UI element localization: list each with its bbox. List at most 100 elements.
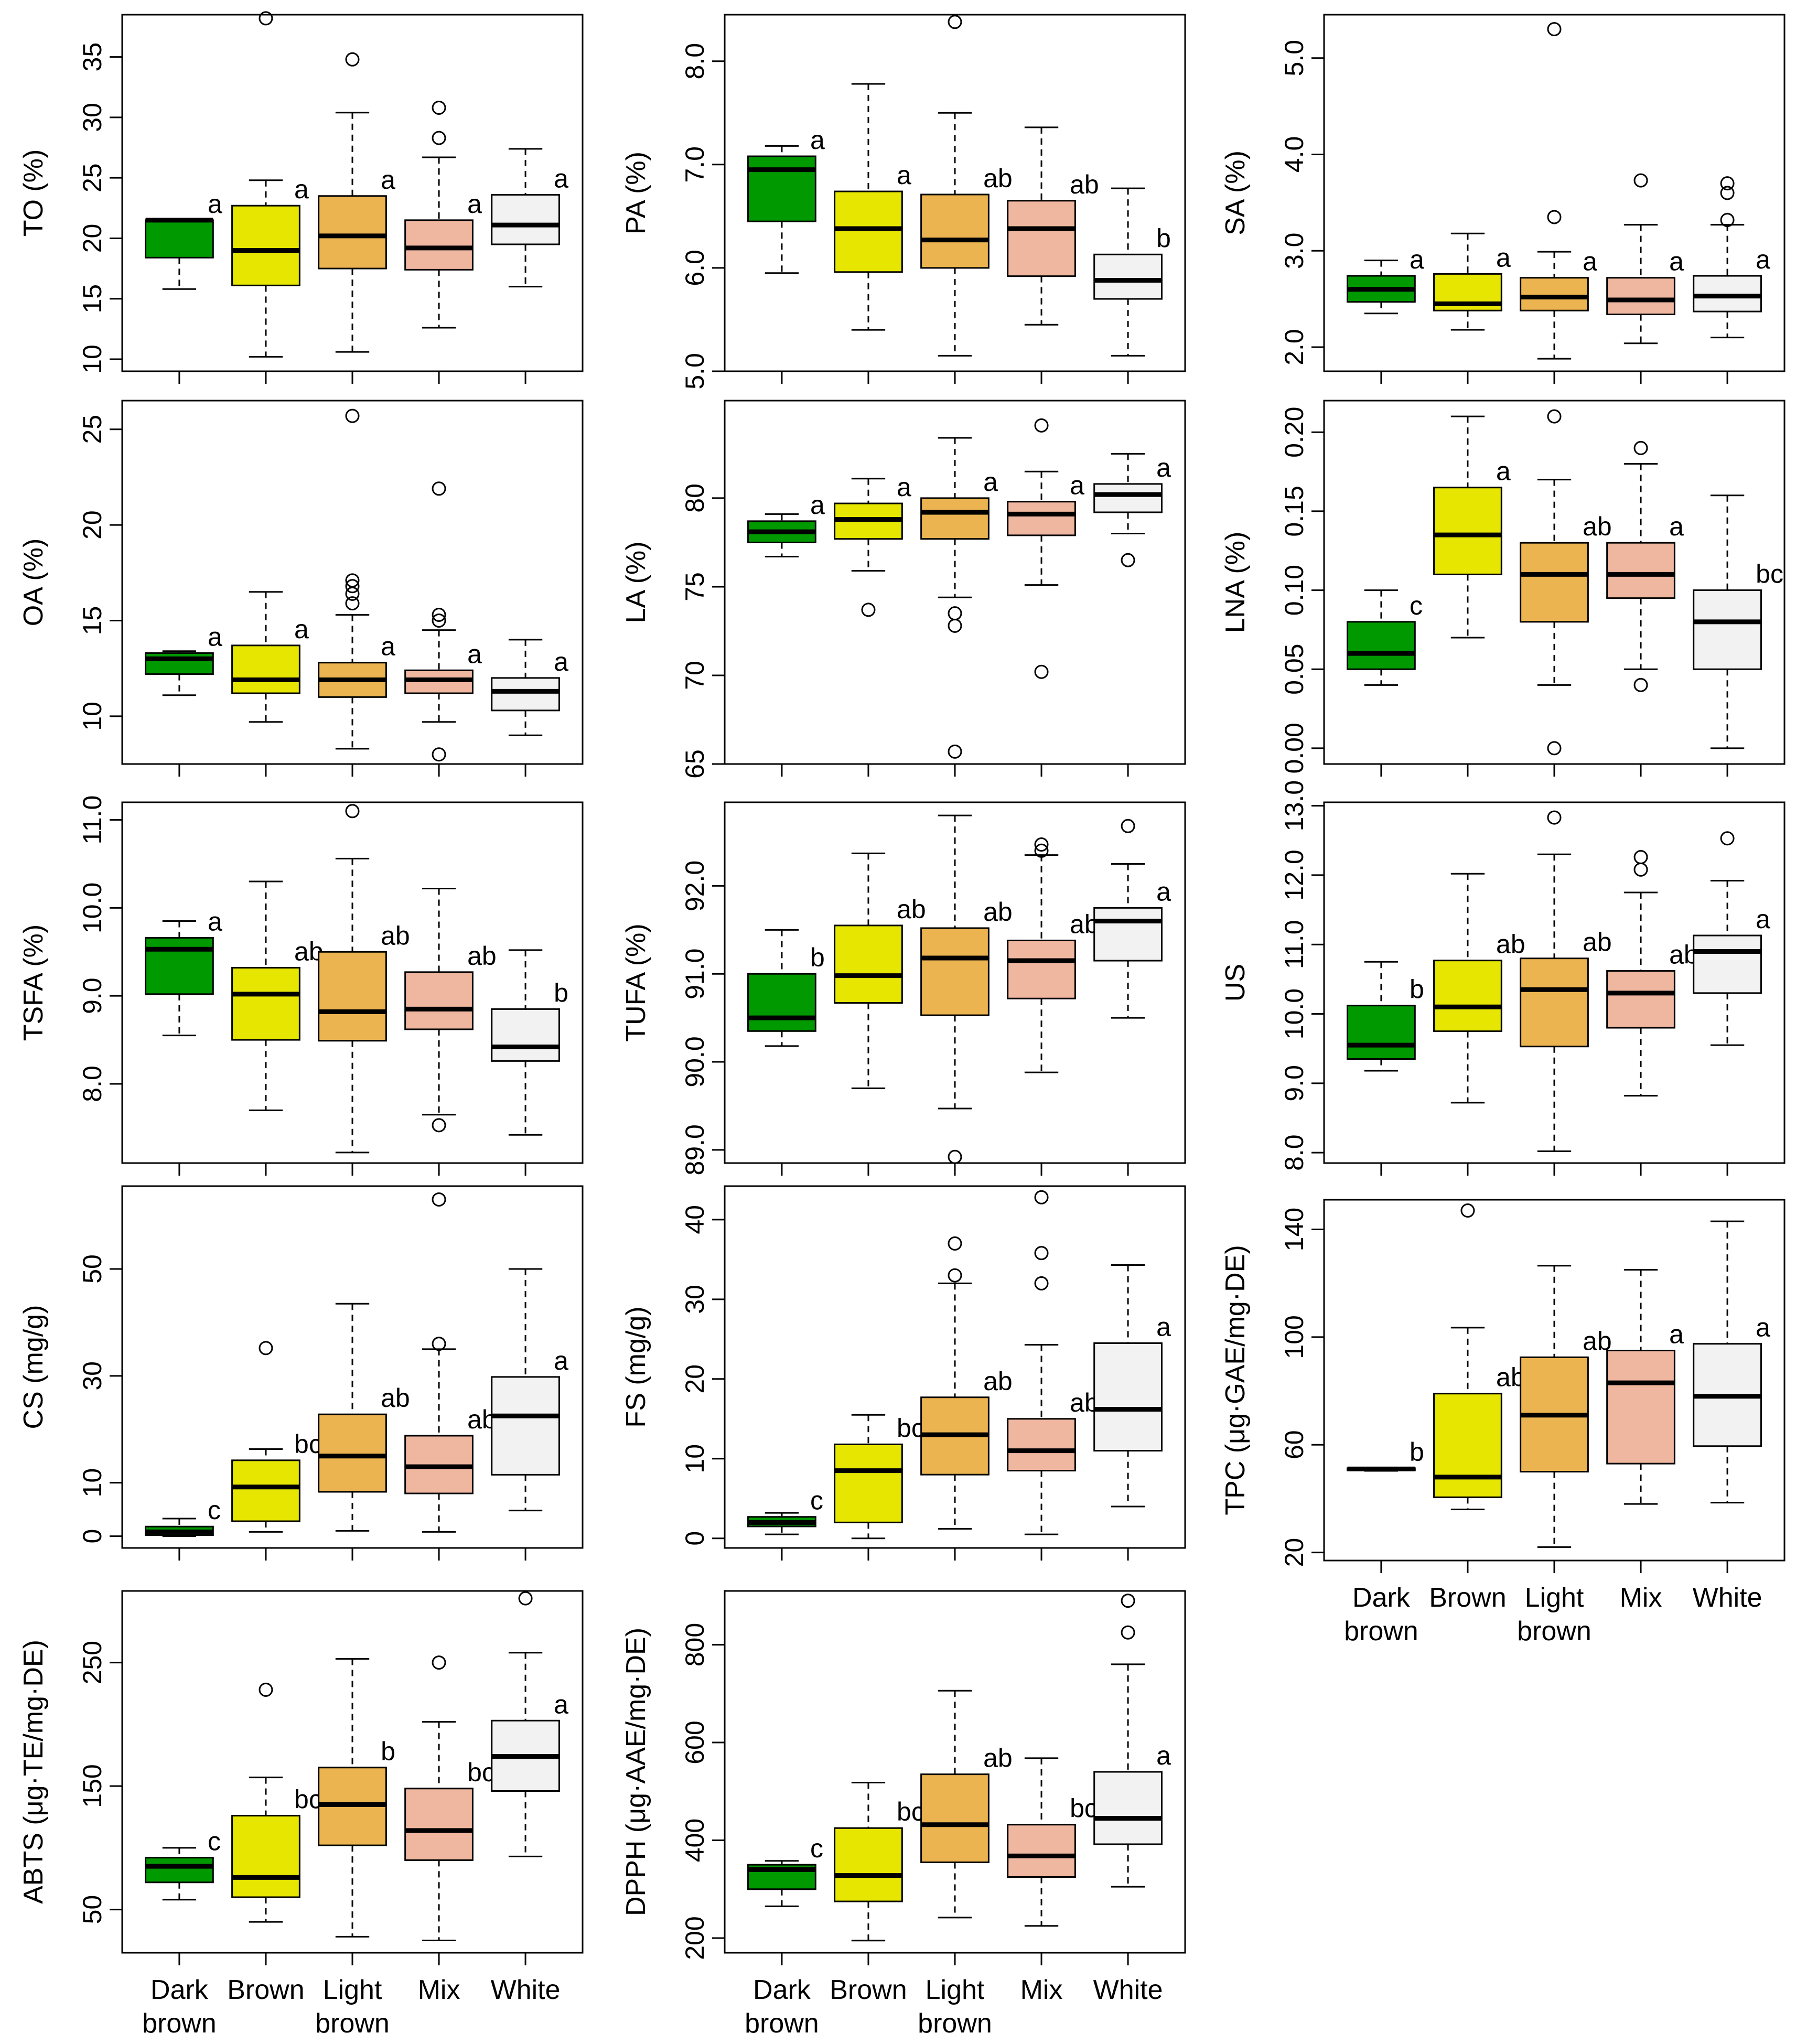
box-white: a	[1093, 1594, 1171, 1888]
y-tick-label: 11.0	[1279, 920, 1309, 969]
significance-letter: ab	[1583, 928, 1612, 957]
significance-letter: a	[1756, 1313, 1770, 1342]
iqr-box	[1007, 1824, 1076, 1878]
significance-letter: a	[294, 175, 309, 204]
box-white: a	[491, 1591, 568, 1857]
panel-sa: 2.0 3.0 4.0 5.0 SA (%) a a a a a	[1220, 14, 1786, 384]
iqr-box	[1347, 621, 1416, 670]
iqr-box	[834, 1827, 903, 1902]
y-tick-label: 10.0	[1279, 988, 1309, 1039]
outlier-point	[948, 1149, 962, 1164]
box-brown: a	[231, 11, 309, 358]
significance-letter: ab	[381, 921, 410, 950]
iqr-box	[1433, 960, 1502, 1032]
y-tick-label: 92.0	[680, 860, 709, 911]
x-category-label: Brown	[830, 1975, 907, 2005]
significance-letter: a	[467, 189, 482, 219]
y-tick-label: 400	[680, 1819, 709, 1862]
box-brown: bc	[834, 1782, 924, 1942]
y-axis-label: OA (%)	[18, 539, 49, 627]
y-axis-label: ABTS (μg·TE/mg·DE)	[18, 1640, 49, 1904]
outlier-point	[1121, 553, 1135, 567]
y-axis-label: TSFA (%)	[18, 924, 49, 1041]
box-mix: ab	[1606, 850, 1698, 1097]
outlier-point	[432, 1655, 446, 1670]
iqr-box	[1606, 970, 1675, 1029]
significance-letter: b	[381, 1737, 395, 1766]
significance-letter: a	[208, 622, 222, 651]
outlier-point	[1633, 173, 1648, 188]
y-tick-label: 0	[680, 1531, 709, 1546]
box-brown: a	[231, 591, 309, 723]
iqr-box	[834, 190, 903, 273]
outlier-point	[1547, 22, 1562, 37]
outlier-point	[1121, 1594, 1135, 1608]
y-tick-label: 0.05	[1279, 644, 1309, 695]
outlier-point	[432, 613, 446, 628]
outlier-point	[1121, 819, 1135, 833]
significance-letter: a	[554, 647, 568, 676]
y-tick-label: 12.0	[1279, 849, 1309, 900]
significance-letter: c	[1410, 591, 1423, 620]
outlier-point	[1547, 741, 1562, 756]
box-white: a	[1693, 176, 1770, 339]
panel-la: 65 70 75 80 LA (%) a a a a a	[621, 400, 1186, 779]
y-axis-label: FS (mg/g)	[621, 1306, 651, 1427]
y-axis-label: CS (mg/g)	[18, 1305, 49, 1429]
box-mix: bc	[1007, 1757, 1098, 1927]
outlier-point	[259, 11, 273, 26]
box-dark-brown: c	[747, 1486, 823, 1535]
iqr-box	[1433, 1393, 1502, 1498]
box-white: a	[1693, 831, 1770, 1046]
box-brown: ab	[1433, 873, 1525, 1104]
panel-to: 10 15 20 25 30 35 TO (%) a a a a a	[18, 11, 584, 384]
significance-letter: a	[897, 472, 911, 502]
iqr-box	[1693, 275, 1762, 313]
x-category-label: brown	[918, 2008, 992, 2039]
box-brown: a	[834, 83, 911, 331]
box-brown: bc	[834, 1413, 924, 1540]
box-brown: bc	[231, 1682, 322, 1923]
box-brown: a	[1433, 232, 1511, 331]
iqr-box	[231, 1815, 300, 1898]
iqr-box	[231, 966, 300, 1041]
box-mix: a	[1606, 440, 1684, 692]
box-dark-brown: a	[145, 622, 222, 696]
outlier-point	[345, 408, 360, 423]
box-brown: bc	[231, 1341, 322, 1533]
significance-letter: ab	[1583, 512, 1612, 541]
y-tick-label: 10.0	[78, 883, 107, 933]
y-tick-label: 0.20	[1279, 407, 1309, 458]
y-tick-label: 15	[78, 606, 107, 636]
y-tick-label: 20	[680, 1364, 709, 1394]
iqr-box	[834, 924, 903, 1004]
outlier-point	[259, 1341, 273, 1356]
y-tick-label: 0.10	[1279, 565, 1309, 616]
significance-letter: a	[1156, 453, 1171, 482]
iqr-box	[1093, 1771, 1163, 1845]
iqr-box	[1093, 253, 1163, 300]
y-tick-label: 35	[78, 42, 107, 72]
box-dark-brown: b	[1347, 1437, 1424, 1472]
box-dark-brown: b	[1347, 961, 1424, 1072]
significance-letter: a	[897, 160, 911, 190]
iqr-box	[491, 193, 560, 245]
y-tick-label: 8.0	[78, 1066, 107, 1102]
iqr-box	[1007, 939, 1076, 999]
y-axis-label: US	[1220, 964, 1251, 1002]
significance-letter: c	[810, 1834, 823, 1863]
box-mix: ab	[1007, 1190, 1099, 1535]
x-category-label: Mix	[1620, 1583, 1662, 1613]
outlier-point	[345, 804, 360, 819]
y-axis-label: LA (%)	[621, 541, 651, 623]
y-tick-label: 9.0	[78, 977, 107, 1014]
outlier-point	[345, 52, 360, 67]
box-mix: bc	[404, 1655, 495, 1941]
y-tick-label: 11.0	[78, 795, 107, 845]
y-tick-label: 20	[78, 224, 107, 253]
box-dark-brown: c	[1347, 589, 1423, 686]
box-dark-brown: b	[747, 929, 825, 1047]
